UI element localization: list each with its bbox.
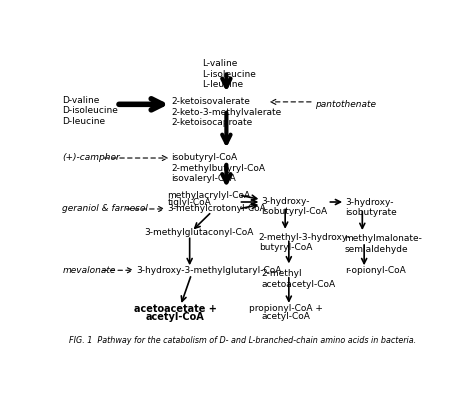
Text: 3-hydroxy-
isobutyrate: 3-hydroxy- isobutyrate bbox=[345, 198, 397, 217]
Text: (+)-camphor: (+)-camphor bbox=[62, 152, 120, 162]
Text: 3-hydroxy-3-methylglutaryl-CoA: 3-hydroxy-3-methylglutaryl-CoA bbox=[137, 266, 282, 275]
Text: mevalonate: mevalonate bbox=[62, 266, 116, 275]
Text: D-valine
D-isoleucine
D-leucine: D-valine D-isoleucine D-leucine bbox=[62, 96, 118, 126]
Text: methylacrylyl-CoA: methylacrylyl-CoA bbox=[168, 191, 251, 199]
Text: L-valine
L-isoleucine
L-leucine: L-valine L-isoleucine L-leucine bbox=[202, 59, 256, 89]
Text: FIG. 1  Pathway for the catabolism of D- and L-branched-chain amino acids in bac: FIG. 1 Pathway for the catabolism of D- … bbox=[69, 336, 417, 345]
Text: isobutyryl-CoA
2-methylbutyryl-CoA
isovaleryl-CoA: isobutyryl-CoA 2-methylbutyryl-CoA isova… bbox=[171, 153, 265, 183]
Text: tiglyl-CoA: tiglyl-CoA bbox=[168, 197, 211, 206]
Text: 3-methylglutaconyl-CoA: 3-methylglutaconyl-CoA bbox=[145, 229, 254, 238]
Text: acetyl-CoA: acetyl-CoA bbox=[262, 312, 310, 321]
Text: acetyl-CoA: acetyl-CoA bbox=[146, 312, 204, 322]
Text: 2-methyl-3-hydroxy-
butyryl-CoA: 2-methyl-3-hydroxy- butyryl-CoA bbox=[259, 233, 351, 252]
Text: r-opionyl-CoA: r-opionyl-CoA bbox=[345, 266, 406, 275]
Text: acetoacetate +: acetoacetate + bbox=[134, 304, 217, 314]
Text: 3-methylcrotonyl-CoA: 3-methylcrotonyl-CoA bbox=[168, 204, 266, 214]
Text: pantothenate: pantothenate bbox=[315, 100, 375, 110]
Text: 2-ketoisovalerate
2-keto-3-methylvalerate
2-ketoisocaproate: 2-ketoisovalerate 2-keto-3-methylvalerat… bbox=[171, 97, 282, 127]
Text: 3-hydroxy-
isobutyryl-CoA: 3-hydroxy- isobutyryl-CoA bbox=[261, 197, 328, 216]
Text: methylmalonate-
semialdehyde: methylmalonate- semialdehyde bbox=[344, 234, 422, 254]
Text: 2-methyl
acetoacetyl-CoA: 2-methyl acetoacetyl-CoA bbox=[262, 269, 336, 289]
Text: propionyl-CoA +: propionyl-CoA + bbox=[249, 304, 323, 313]
Text: geraniol & farnesol: geraniol & farnesol bbox=[62, 204, 148, 214]
